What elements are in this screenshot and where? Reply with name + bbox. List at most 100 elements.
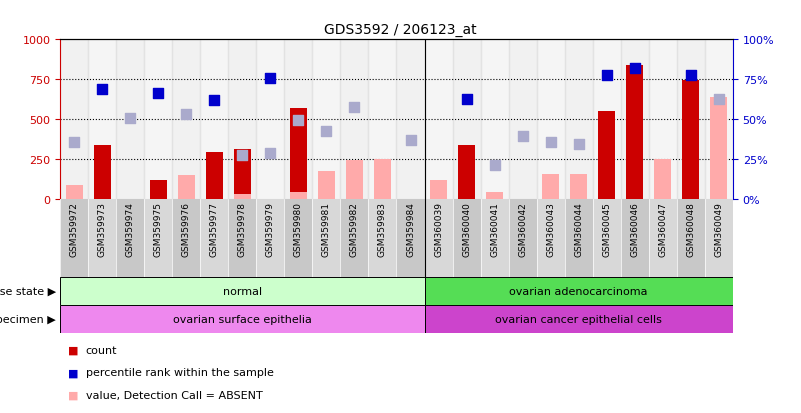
Bar [374,159,391,199]
Point [292,117,304,124]
Bar [453,40,481,199]
Point [264,76,277,82]
Text: GSM359975: GSM359975 [154,202,163,257]
Bar [677,40,705,199]
Text: GSM359982: GSM359982 [350,202,359,256]
Point [572,141,585,148]
Bar [621,40,649,199]
Point [684,73,697,79]
Bar [481,40,509,199]
Bar [256,199,284,277]
Bar [705,40,733,199]
Point [517,133,529,140]
Bar [626,65,643,199]
Point [235,152,248,159]
Text: specimen ▶: specimen ▶ [0,314,56,324]
Bar [200,40,228,199]
Bar [312,199,340,277]
Text: GSM359979: GSM359979 [266,202,275,257]
Text: GSM360048: GSM360048 [686,202,695,256]
Bar [116,199,144,277]
Bar [206,152,223,199]
Bar [396,199,425,277]
Bar [565,199,593,277]
Bar [290,109,307,199]
Bar [318,171,335,199]
Bar [200,199,228,277]
Point [264,150,277,157]
Text: GSM360043: GSM360043 [546,202,555,256]
Bar [570,175,587,199]
Bar [284,199,312,277]
Bar [705,199,733,277]
Bar [340,199,368,277]
Text: GSM360044: GSM360044 [574,202,583,256]
Bar [654,159,671,199]
Text: percentile rank within the sample: percentile rank within the sample [86,368,274,377]
Bar [682,81,699,199]
Point [123,116,136,122]
Text: normal: normal [223,286,262,296]
Bar [256,40,284,199]
Bar [425,199,453,277]
Point [628,65,641,72]
Text: value, Detection Call = ABSENT: value, Detection Call = ABSENT [86,390,263,400]
Point [96,86,109,93]
Bar [425,40,453,199]
Bar [677,199,705,277]
Bar [234,150,251,199]
Bar [234,195,251,199]
Bar [481,199,509,277]
Text: GSM359983: GSM359983 [378,202,387,257]
Point [713,97,726,103]
Text: ovarian surface epithelia: ovarian surface epithelia [173,314,312,324]
Bar [509,40,537,199]
Bar [228,199,256,277]
Bar [116,40,144,199]
Bar [60,277,425,305]
Text: ovarian cancer epithelial cells: ovarian cancer epithelial cells [495,314,662,324]
Text: ■: ■ [68,368,78,377]
Bar [144,199,172,277]
Text: GSM359980: GSM359980 [294,202,303,257]
Bar [425,277,733,305]
Bar [368,199,396,277]
Bar [88,40,116,199]
Bar [425,305,733,333]
Text: GSM360046: GSM360046 [630,202,639,256]
Text: GSM359973: GSM359973 [98,202,107,257]
Bar [537,40,565,199]
Point [405,137,417,144]
Text: GSM359984: GSM359984 [406,202,415,256]
Point [179,112,193,118]
Text: count: count [86,345,117,355]
Bar [284,40,312,199]
Point [151,90,165,97]
Bar [144,40,172,199]
Bar [172,40,200,199]
Text: ■: ■ [68,345,78,355]
Text: GSM360047: GSM360047 [658,202,667,256]
Bar [565,40,593,199]
Bar [621,199,649,277]
Bar [150,180,167,199]
Point [208,97,221,104]
Bar [593,40,621,199]
Text: disease state ▶: disease state ▶ [0,286,56,296]
Point [545,140,557,146]
Text: GSM359976: GSM359976 [182,202,191,257]
Point [67,140,80,146]
Bar [710,97,727,199]
Bar [290,192,307,199]
Text: GSM359977: GSM359977 [210,202,219,257]
Text: ovarian adenocarcinoma: ovarian adenocarcinoma [509,286,648,296]
Text: GSM359974: GSM359974 [126,202,135,256]
Text: GSM360045: GSM360045 [602,202,611,256]
Bar [453,199,481,277]
Bar [340,40,368,199]
Point [320,128,333,135]
Bar [178,176,195,199]
Text: ■: ■ [68,390,78,400]
Bar [60,40,88,199]
Bar [66,185,83,199]
